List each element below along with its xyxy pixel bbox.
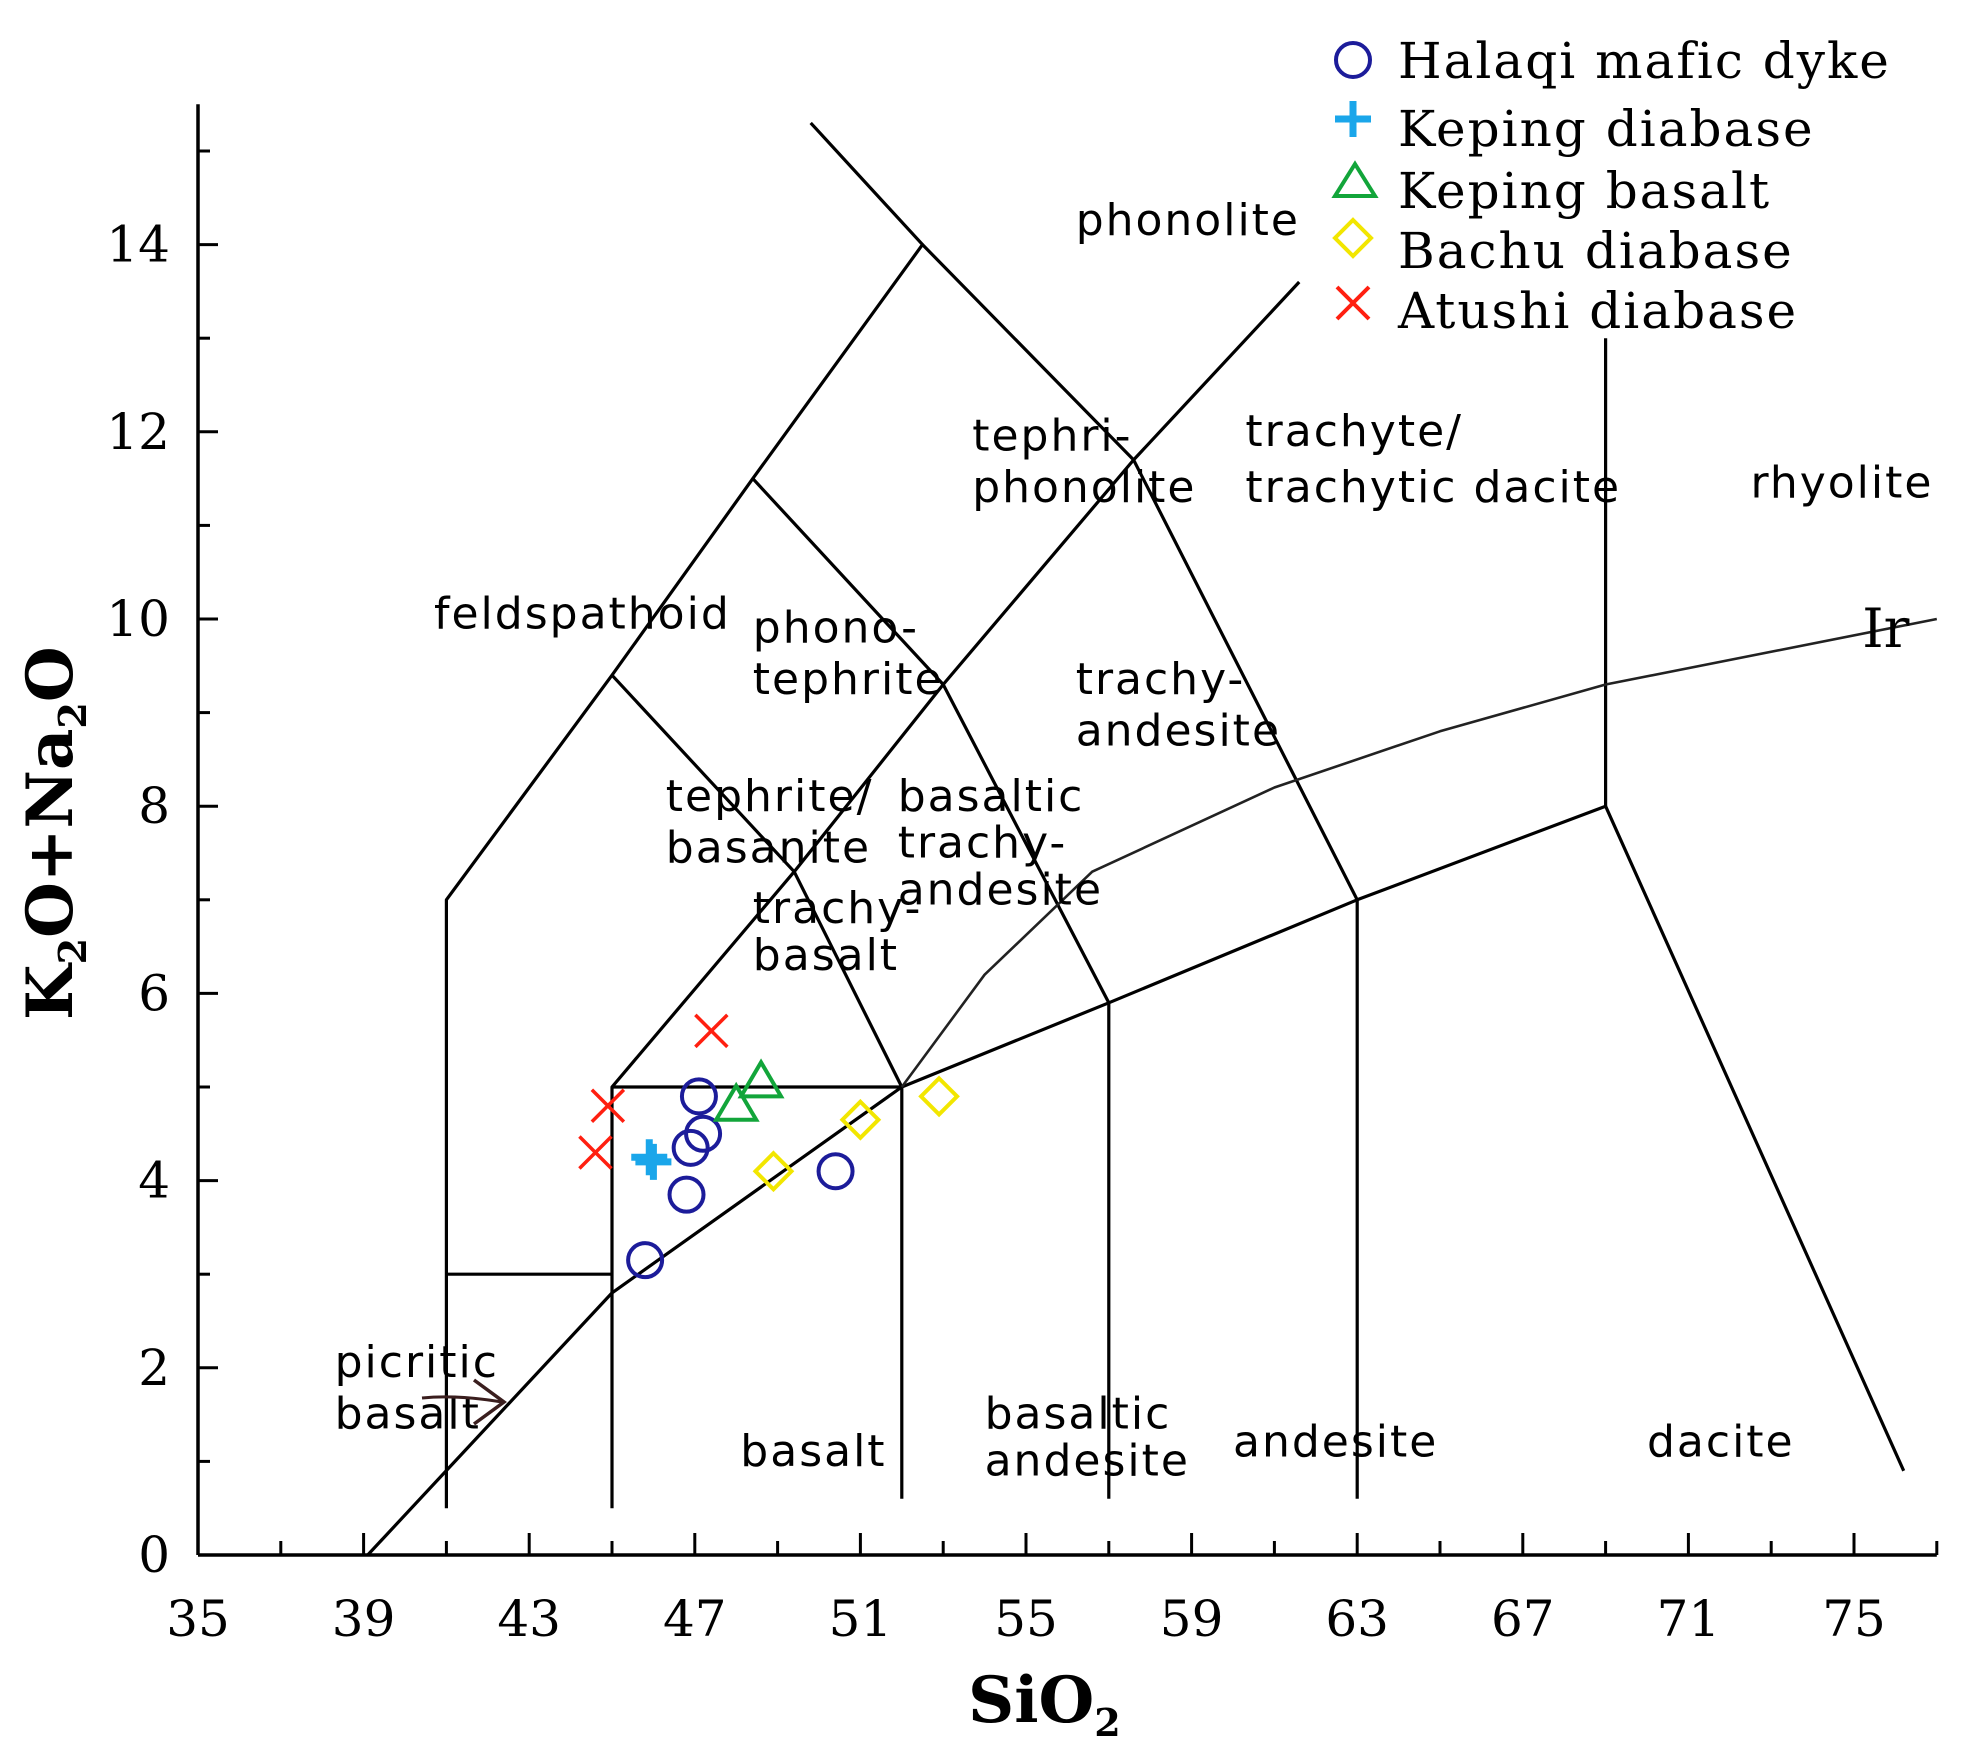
legend-item-halaqi: Halaqi mafic dyke (1334, 32, 1891, 90)
x-tick-label: 75 (1822, 1590, 1886, 1648)
legend-label: Keping basalt (1398, 162, 1771, 220)
field-label-phonolite: phonolite (1076, 195, 1300, 246)
x-tick-label: 67 (1491, 1590, 1555, 1648)
classification-boundaries (366, 121, 1906, 1557)
field-label-trachyticdacite: trachytic dacite (1245, 462, 1621, 513)
field-label-phono: phono- (753, 602, 919, 653)
field-label-dacite: dacite (1647, 1417, 1795, 1468)
point-halaqi (667, 1175, 706, 1214)
legend-triangle-marker (1331, 160, 1379, 198)
boundary-line-3 (610, 674, 904, 1089)
point-atushi (578, 1135, 613, 1170)
x-tick-label: 71 (1657, 1590, 1721, 1648)
y-tick-label: 0 (138, 1526, 170, 1584)
point-keping-diabase (631, 1139, 668, 1176)
legend-cross-marker (1335, 285, 1371, 321)
boundary-line-6 (921, 243, 1359, 1499)
x-tick-label: 51 (829, 1590, 893, 1648)
field-label-trachy: trachy- (898, 818, 1068, 869)
field-label-andesite: andesite (1233, 1417, 1438, 1468)
field-label-tephrite: tephrite/ (666, 771, 874, 822)
field-label-basalt: basalt (753, 930, 899, 981)
field-label-basanite: basanite (666, 822, 871, 873)
field-label-picritic: picritic (335, 1337, 499, 1388)
legend: Halaqi mafic dyke Keping diabase Keping … (1331, 32, 1891, 340)
legend-circle-marker (1334, 41, 1372, 79)
x-tick-label: 59 (1160, 1590, 1224, 1648)
field-label-andesite: andesite (985, 1435, 1190, 1486)
field-label-basaltic: basaltic (985, 1389, 1172, 1440)
y-tick-label: 12 (106, 403, 170, 461)
point-atushi (590, 1088, 626, 1123)
field-label-trachy: trachy- (1076, 654, 1246, 705)
boundary-line-2 (610, 280, 1301, 1509)
y-tick-label: 2 (138, 1339, 170, 1397)
legend-label: Atushi diabase (1397, 282, 1798, 340)
boundary-line-8 (366, 1085, 903, 1557)
picritic-arrow (421, 1378, 507, 1426)
point-halaqi (684, 1114, 723, 1153)
y-tick-label: 10 (106, 590, 170, 648)
field-label-andesite: andesite (1076, 705, 1281, 756)
point-halaqi (816, 1152, 855, 1191)
point-halaqi (679, 1077, 718, 1116)
field-label-phonolite: phonolite (972, 462, 1196, 513)
field-label-basaltic: basaltic (898, 771, 1085, 822)
boundary-line-4 (900, 804, 1906, 1499)
x-axis-title: SiO2 (968, 1663, 1121, 1745)
point-bachu (839, 1098, 882, 1141)
point-halaqi (626, 1241, 665, 1280)
irvine-curve (900, 617, 1938, 1088)
point-halaqi (671, 1128, 710, 1167)
field-labels: phonolitetephri-phonolitetrachyte/trachy… (335, 195, 1934, 1486)
field-label-rhyolite: rhyolite (1751, 457, 1934, 508)
boundary-line-0 (444, 121, 925, 1509)
legend-item-keping-basalt: Keping basalt (1331, 160, 1771, 220)
legend-label: Keping diabase (1398, 100, 1815, 158)
y-tick-label: 4 (138, 1152, 170, 1210)
legend-item-keping-diabase: Keping diabase (1335, 100, 1815, 158)
legend-label: Halaqi mafic dyke (1398, 32, 1891, 90)
legend-item-atushi: Atushi diabase (1335, 282, 1798, 340)
legend-plus-marker (1335, 101, 1371, 137)
x-tick-label: 39 (332, 1590, 396, 1648)
x-tick-label: 35 (166, 1590, 230, 1648)
x-tick-label: 63 (1325, 1590, 1389, 1648)
y-axis-title: K2O+Na2O (13, 646, 95, 1020)
irvine-label: Ir (1862, 597, 1909, 660)
y-tick-label: 14 (106, 216, 170, 274)
point-keping-diabase (635, 1143, 672, 1180)
field-label-tephrite: tephrite (753, 654, 944, 705)
x-tick-label: 47 (663, 1590, 727, 1648)
arrow-head (472, 1378, 507, 1426)
legend-label: Bachu diabase (1398, 222, 1794, 280)
y-tick-label: 6 (138, 964, 170, 1022)
data-points (578, 1013, 960, 1280)
point-bachu (918, 1075, 960, 1118)
field-label-andesite: andesite (898, 865, 1103, 916)
x-tick-label: 55 (994, 1590, 1058, 1648)
field-label-trachy: trachy- (753, 883, 923, 934)
point-bachu (752, 1150, 795, 1193)
arrow-shaft (421, 1395, 503, 1404)
legend-diamond-marker (1332, 217, 1374, 259)
field-label-trachyte: trachyte/ (1245, 406, 1463, 457)
field-label-basalt: basalt (740, 1426, 886, 1477)
boundary-line-5 (751, 477, 1111, 1499)
point-atushi (694, 1013, 729, 1049)
point-keping-basalt (712, 1081, 760, 1122)
point-keping-basalt (737, 1058, 785, 1099)
axes: 35 39 43 47 51 55 59 63 67 71 75 0 2 4 6 8 10 12 14 (106, 104, 1939, 1648)
legend-item-bachu: Bachu diabase (1332, 217, 1794, 280)
field-label-tephri: tephri- (972, 411, 1132, 462)
irvine-line (900, 617, 1938, 1088)
field-label-feldspathoid: feldspathoid (434, 588, 731, 639)
y-tick-label: 8 (138, 777, 170, 835)
x-tick-label: 43 (497, 1590, 561, 1648)
